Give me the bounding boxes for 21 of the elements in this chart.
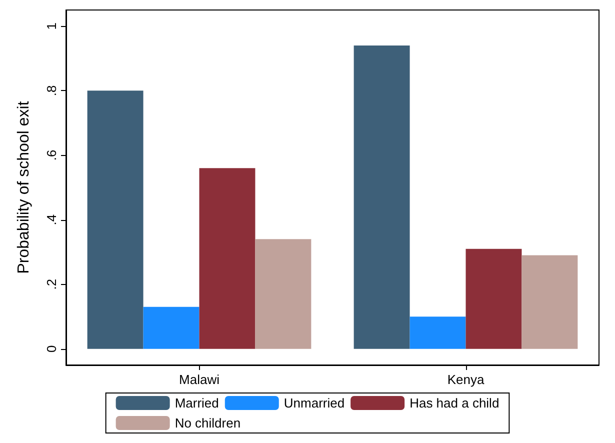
y-tick-label: .8 [44, 85, 59, 96]
legend-label: Has had a child [410, 396, 500, 410]
y-tick-label: 1 [44, 22, 59, 30]
bar [522, 255, 578, 349]
bar [466, 248, 522, 349]
y-tick-label: .4 [44, 214, 59, 226]
y-tick-label: .2 [44, 278, 59, 290]
y-tick-label: 0 [44, 345, 59, 352]
bar [255, 239, 312, 349]
legend-label: No children [174, 416, 241, 430]
bar [410, 316, 466, 349]
x-tick-label: Malawi [179, 372, 220, 387]
x-tick-label: Kenya [447, 372, 485, 387]
legend-label: Married [174, 396, 219, 410]
bar [87, 90, 144, 349]
legend-label: Unmarried [284, 396, 345, 410]
y-axis-title: Probability of school exit [16, 100, 32, 274]
bar [143, 306, 200, 349]
bar [199, 168, 256, 349]
bar [354, 46, 410, 349]
y-tick-label: .6 [44, 150, 59, 161]
